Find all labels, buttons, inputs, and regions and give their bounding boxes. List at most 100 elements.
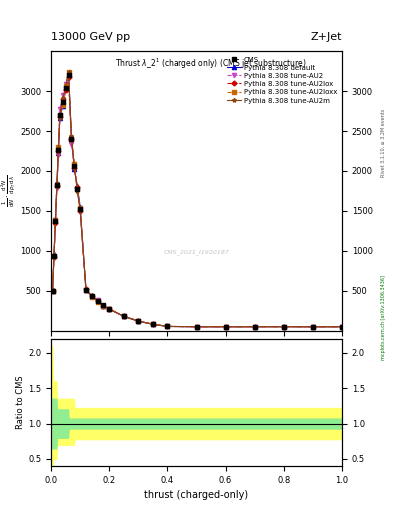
Line: Pythia 8.308 default: Pythia 8.308 default (50, 72, 344, 329)
Pythia 8.308 default (55, 182, 59, 188)
Pythia 8.308 tune-AU2 (61, 92, 65, 98)
Pythia 8.308 tune-AU2 (50, 288, 55, 294)
Pythia 8.308 default (107, 306, 112, 312)
Pythia 8.308 tune-AU2loxx (194, 324, 199, 330)
Pythia 8.308 tune-AU2loxx (55, 181, 59, 187)
Pythia 8.308 tune-AU2lox (63, 87, 68, 93)
Pythia 8.308 tune-AU2 (165, 324, 170, 330)
CMS (51, 252, 56, 259)
Pythia 8.308 tune-AU2m (281, 324, 286, 330)
Pythia 8.308 tune-AU2loxx (151, 321, 155, 327)
Pythia 8.308 tune-AU2m (101, 303, 106, 309)
CMS (84, 287, 88, 293)
CMS (252, 324, 257, 330)
CMS (75, 186, 80, 192)
Pythia 8.308 tune-AU2loxx (90, 293, 94, 300)
Pythia 8.308 tune-AU2lox (165, 324, 170, 330)
CMS (95, 298, 100, 304)
Pythia 8.308 tune-AU2lox (84, 286, 88, 292)
Pythia 8.308 tune-AU2m (121, 313, 126, 319)
Line: Pythia 8.308 tune-AU2m: Pythia 8.308 tune-AU2m (50, 70, 344, 329)
Pythia 8.308 tune-AU2lox (95, 298, 100, 305)
CMS (57, 112, 62, 118)
Pythia 8.308 default (281, 324, 286, 330)
Pythia 8.308 tune-AU2 (69, 141, 74, 147)
Pythia 8.308 tune-AU2 (51, 254, 56, 261)
Pythia 8.308 tune-AU2lox (194, 324, 199, 330)
Pythia 8.308 tune-AU2 (95, 297, 100, 304)
Pythia 8.308 tune-AU2m (66, 69, 71, 75)
Pythia 8.308 default (121, 313, 126, 319)
Pythia 8.308 tune-AU2 (340, 324, 344, 330)
Pythia 8.308 tune-AU2loxx (66, 70, 71, 76)
Pythia 8.308 tune-AU2 (56, 152, 61, 158)
Pythia 8.308 default (84, 287, 88, 293)
Pythia 8.308 default (340, 324, 344, 330)
Pythia 8.308 default (53, 217, 58, 223)
Pythia 8.308 tune-AU2lox (90, 292, 94, 298)
Pythia 8.308 tune-AU2m (136, 318, 141, 324)
CMS (151, 321, 155, 327)
Pythia 8.308 tune-AU2 (75, 186, 80, 193)
Pythia 8.308 tune-AU2loxx (121, 313, 126, 319)
CMS (90, 293, 94, 299)
Pythia 8.308 tune-AU2loxx (63, 83, 68, 90)
Pythia 8.308 tune-AU2 (66, 75, 71, 81)
CMS (194, 324, 199, 330)
Pythia 8.308 tune-AU2m (51, 252, 56, 258)
Pythia 8.308 tune-AU2lox (101, 303, 106, 309)
Pythia 8.308 tune-AU2loxx (107, 306, 112, 312)
Pythia 8.308 tune-AU2 (57, 106, 62, 112)
Pythia 8.308 tune-AU2loxx (61, 102, 65, 109)
Pythia 8.308 tune-AU2lox (281, 324, 286, 330)
Pythia 8.308 tune-AU2m (75, 188, 80, 194)
CMS (55, 182, 59, 188)
Pythia 8.308 tune-AU2lox (57, 114, 62, 120)
Pythia 8.308 tune-AU2m (53, 217, 58, 223)
Pythia 8.308 default (151, 321, 155, 327)
Line: Pythia 8.308 tune-AU2lox: Pythia 8.308 tune-AU2lox (51, 76, 343, 329)
Pythia 8.308 tune-AU2lox (53, 220, 58, 226)
Pythia 8.308 tune-AU2m (57, 115, 62, 121)
Text: Rivet 3.1.10, ≥ 3.2M events: Rivet 3.1.10, ≥ 3.2M events (381, 109, 386, 178)
CMS (165, 323, 170, 329)
Pythia 8.308 default (51, 251, 56, 258)
CMS (66, 72, 71, 78)
X-axis label: thrust (charged-only): thrust (charged-only) (145, 490, 248, 500)
Pythia 8.308 tune-AU2lox (75, 184, 80, 190)
Pythia 8.308 default (61, 103, 65, 109)
Pythia 8.308 default (310, 324, 315, 330)
CMS (50, 288, 55, 294)
Pythia 8.308 tune-AU2 (55, 185, 59, 191)
Pythia 8.308 tune-AU2 (281, 324, 286, 330)
Pythia 8.308 tune-AU2m (107, 306, 112, 312)
Pythia 8.308 tune-AU2loxx (53, 217, 58, 223)
Pythia 8.308 tune-AU2m (90, 292, 94, 298)
Text: CMS_2021_I1920187: CMS_2021_I1920187 (163, 250, 230, 255)
Pythia 8.308 tune-AU2m (340, 324, 344, 330)
Pythia 8.308 tune-AU2m (84, 287, 88, 293)
Pythia 8.308 tune-AU2m (72, 164, 77, 170)
CMS (72, 163, 77, 169)
CMS (69, 136, 74, 142)
Line: Pythia 8.308 tune-AU2: Pythia 8.308 tune-AU2 (50, 76, 344, 329)
Pythia 8.308 tune-AU2lox (252, 324, 257, 330)
Pythia 8.308 tune-AU2 (136, 318, 141, 324)
CMS (121, 313, 126, 319)
Pythia 8.308 tune-AU2loxx (310, 324, 315, 330)
CMS (78, 205, 83, 211)
CMS (63, 86, 68, 92)
Pythia 8.308 default (63, 82, 68, 88)
Pythia 8.308 tune-AU2m (223, 324, 228, 330)
Pythia 8.308 default (95, 298, 100, 305)
Pythia 8.308 tune-AU2lox (151, 321, 155, 327)
Pythia 8.308 tune-AU2 (63, 81, 68, 87)
Pythia 8.308 tune-AU2loxx (57, 112, 62, 118)
Pythia 8.308 tune-AU2 (223, 324, 228, 330)
Pythia 8.308 tune-AU2m (55, 180, 59, 186)
Pythia 8.308 tune-AU2lox (310, 324, 315, 330)
Pythia 8.308 tune-AU2lox (66, 74, 71, 80)
Pythia 8.308 tune-AU2lox (50, 288, 55, 294)
CMS (56, 147, 61, 153)
CMS (340, 324, 344, 330)
